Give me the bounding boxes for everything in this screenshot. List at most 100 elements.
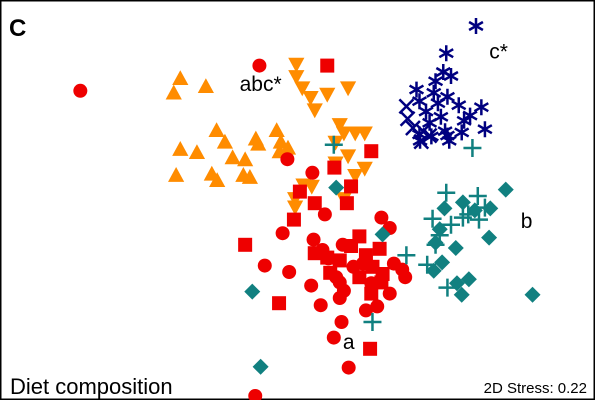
point-asterisk-navy bbox=[456, 112, 472, 129]
point-asterisk-navy bbox=[468, 18, 484, 34]
point-diamond-teal bbox=[448, 275, 465, 292]
point-circle-red bbox=[282, 265, 297, 279]
point-square-red bbox=[352, 270, 367, 285]
point-square-red bbox=[238, 237, 253, 252]
point-triangle-up-orange bbox=[279, 139, 297, 155]
point-diamond-teal bbox=[454, 194, 471, 211]
point-asterisk-navy bbox=[473, 99, 489, 116]
point-circle-red bbox=[341, 360, 356, 375]
point-triangle-down-orange bbox=[287, 200, 304, 216]
point-square-red bbox=[307, 196, 322, 211]
point-circle-red bbox=[313, 298, 328, 313]
stress-label: 2D Stress: 0.22 bbox=[484, 380, 587, 397]
point-triangle-up-orange bbox=[172, 70, 189, 86]
point-triangle-up-orange bbox=[237, 151, 254, 167]
point-triangle-up-orange bbox=[235, 167, 252, 182]
point-square-red bbox=[344, 179, 359, 194]
group-label: c* bbox=[489, 40, 508, 63]
point-asterisk-navy bbox=[437, 123, 453, 140]
point-asterisk-navy bbox=[411, 93, 428, 110]
point-square-red bbox=[364, 286, 379, 301]
point-square-red bbox=[372, 241, 387, 256]
point-diamond-teal bbox=[436, 200, 453, 217]
point-circle-red bbox=[248, 389, 263, 400]
point-diamond-teal bbox=[252, 358, 269, 375]
point-diamond-teal bbox=[466, 202, 483, 219]
point-x-navy bbox=[421, 127, 438, 144]
point-plus-teal bbox=[437, 183, 456, 202]
point-x-navy bbox=[398, 98, 415, 115]
point-triangle-up-orange bbox=[165, 84, 182, 100]
point-x-navy bbox=[399, 110, 416, 127]
point-square-red bbox=[272, 296, 287, 311]
point-square-red bbox=[307, 246, 322, 261]
group-label: abc* bbox=[240, 73, 282, 96]
point-triangle-down-orange bbox=[288, 57, 305, 73]
group-label: a bbox=[343, 331, 355, 354]
point-triangle-down-orange bbox=[339, 149, 357, 165]
point-plus-teal bbox=[442, 215, 461, 234]
point-plus-teal bbox=[468, 187, 487, 205]
point-circle-red bbox=[306, 232, 321, 247]
point-diamond-teal bbox=[425, 262, 442, 279]
point-triangle-up-orange bbox=[188, 144, 206, 160]
point-asterisk-navy bbox=[433, 108, 449, 125]
point-asterisk-navy bbox=[430, 95, 446, 112]
point-circle-red bbox=[257, 258, 272, 273]
point-diamond-teal bbox=[524, 286, 541, 303]
group-label: b bbox=[521, 210, 533, 233]
point-asterisk-navy bbox=[438, 45, 454, 62]
point-square-red bbox=[327, 160, 342, 175]
point-triangle-up-orange bbox=[224, 149, 241, 165]
point-circle-red bbox=[374, 210, 389, 225]
point-circle-red bbox=[280, 152, 295, 167]
point-square-red bbox=[358, 248, 373, 263]
data-points bbox=[73, 18, 541, 400]
point-asterisk-navy bbox=[408, 81, 425, 98]
point-triangle-up-orange bbox=[197, 78, 214, 94]
group-annotations: abc* c* b a bbox=[240, 40, 533, 353]
point-plus-teal bbox=[397, 246, 416, 265]
point-diamond-teal bbox=[434, 254, 451, 271]
point-plus-teal bbox=[463, 139, 482, 157]
point-plus-teal bbox=[423, 209, 442, 228]
point-diamond-teal bbox=[481, 229, 498, 246]
point-square-red bbox=[286, 212, 301, 227]
point-square-red bbox=[323, 265, 338, 280]
point-square-red bbox=[320, 58, 335, 73]
point-triangle-down-orange bbox=[356, 161, 373, 177]
point-plus-teal bbox=[363, 313, 382, 331]
point-triangle-down-orange bbox=[335, 126, 353, 142]
point-triangle-down-orange bbox=[327, 135, 344, 151]
point-triangle-up-orange bbox=[272, 133, 289, 149]
point-x-navy bbox=[405, 120, 421, 136]
point-diamond-teal bbox=[328, 179, 345, 196]
point-triangle-up-orange bbox=[168, 167, 185, 182]
point-square-red bbox=[332, 253, 347, 268]
point-diamond-teal bbox=[482, 200, 499, 217]
point-square-red bbox=[374, 275, 389, 290]
point-square-red bbox=[363, 341, 378, 356]
point-square-red bbox=[364, 144, 379, 159]
point-triangle-down-orange bbox=[306, 103, 323, 119]
point-circle-red bbox=[73, 83, 88, 98]
point-circle-red bbox=[358, 303, 373, 318]
point-triangle-up-orange bbox=[247, 130, 264, 146]
point-diamond-teal bbox=[497, 181, 514, 198]
point-diamond-teal bbox=[427, 234, 444, 251]
point-x-navy bbox=[413, 133, 430, 150]
point-circle-red bbox=[275, 226, 290, 241]
point-triangle-up-orange bbox=[208, 122, 225, 138]
point-circle-red bbox=[382, 286, 397, 301]
point-circle-red bbox=[326, 330, 341, 345]
point-asterisk-navy bbox=[462, 107, 478, 124]
point-asterisk-navy bbox=[477, 121, 493, 138]
chart-title: Diet composition bbox=[10, 374, 173, 399]
point-triangle-down-orange bbox=[331, 118, 348, 133]
point-circle-red bbox=[370, 299, 385, 314]
point-triangle-up-orange bbox=[268, 122, 285, 138]
point-triangle-down-orange bbox=[339, 81, 357, 97]
point-asterisk-navy bbox=[418, 103, 434, 120]
